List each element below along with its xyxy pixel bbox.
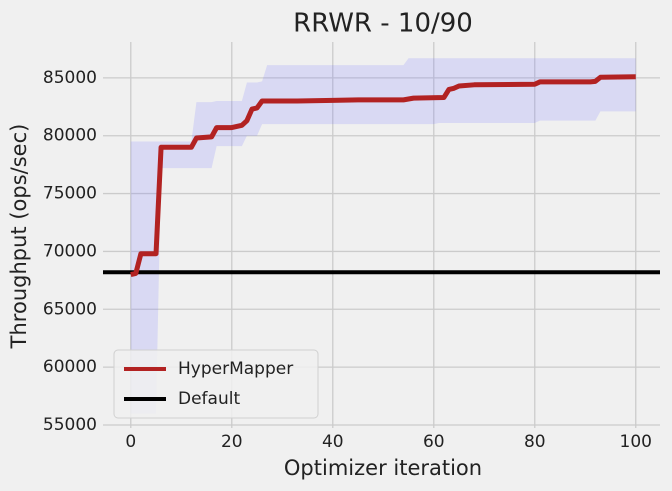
x-tick-label: 0 — [125, 432, 136, 452]
y-tick-label: 65000 — [43, 299, 97, 319]
y-tick-label: 85000 — [43, 68, 97, 88]
legend-label: HyperMapper — [178, 359, 293, 379]
x-tick-label: 80 — [524, 432, 546, 452]
y-tick-label: 80000 — [43, 126, 97, 146]
x-tick-label: 20 — [221, 432, 243, 452]
x-axis-label: Optimizer iteration — [284, 456, 482, 480]
y-tick-label: 70000 — [43, 241, 97, 261]
x-tick-label: 60 — [423, 432, 445, 452]
chart-title: RRWR - 10/90 — [293, 9, 473, 39]
y-tick-label: 75000 — [43, 184, 97, 204]
x-tick-label: 100 — [620, 432, 652, 452]
y-tick-label: 55000 — [43, 415, 97, 435]
confidence-band — [130, 58, 636, 414]
x-tick-label: 40 — [322, 432, 344, 452]
y-tick-label: 60000 — [43, 357, 97, 377]
legend-label: Default — [178, 389, 240, 409]
y-axis-label: Throughput (ops/sec) — [7, 124, 31, 350]
series-line — [130, 74, 636, 278]
